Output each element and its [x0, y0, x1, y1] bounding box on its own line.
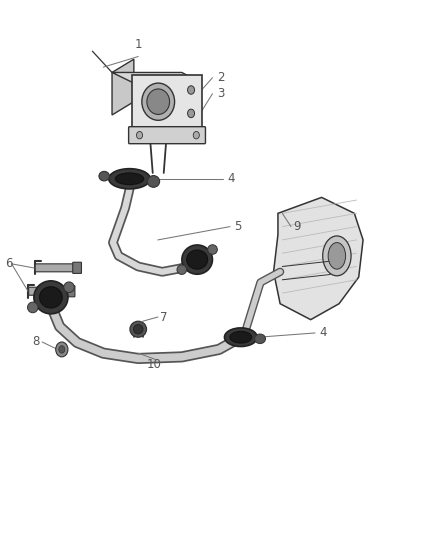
FancyBboxPatch shape [73, 262, 81, 273]
Ellipse shape [28, 302, 38, 313]
Ellipse shape [148, 175, 159, 187]
Ellipse shape [224, 328, 257, 346]
Text: 7: 7 [160, 311, 168, 324]
Text: 3: 3 [217, 87, 224, 100]
Circle shape [137, 132, 143, 139]
Polygon shape [132, 75, 201, 128]
Text: 10: 10 [147, 358, 162, 372]
Ellipse shape [254, 334, 265, 344]
Ellipse shape [109, 168, 150, 189]
Ellipse shape [134, 325, 143, 334]
Circle shape [187, 109, 194, 118]
Ellipse shape [39, 287, 62, 308]
Ellipse shape [177, 265, 187, 274]
Ellipse shape [34, 281, 68, 314]
Circle shape [56, 342, 68, 357]
Text: 4: 4 [228, 172, 235, 185]
Ellipse shape [64, 282, 74, 293]
FancyBboxPatch shape [28, 287, 68, 295]
Text: 6: 6 [5, 257, 13, 270]
FancyBboxPatch shape [129, 127, 205, 144]
Text: 1: 1 [134, 38, 142, 51]
Ellipse shape [147, 89, 170, 115]
Ellipse shape [99, 171, 110, 181]
Text: 2: 2 [217, 71, 224, 84]
Ellipse shape [115, 173, 144, 184]
Ellipse shape [182, 245, 212, 274]
Ellipse shape [230, 332, 252, 343]
Polygon shape [274, 197, 363, 320]
Circle shape [187, 86, 194, 94]
Text: 9: 9 [293, 220, 301, 233]
Ellipse shape [208, 245, 217, 254]
Ellipse shape [187, 250, 208, 269]
Ellipse shape [328, 243, 346, 269]
Ellipse shape [130, 321, 147, 337]
Ellipse shape [323, 236, 351, 276]
Text: 5: 5 [234, 220, 242, 233]
Ellipse shape [142, 83, 175, 120]
Polygon shape [112, 72, 201, 83]
Circle shape [193, 132, 199, 139]
Text: 8: 8 [32, 335, 40, 349]
Polygon shape [112, 59, 134, 115]
FancyBboxPatch shape [66, 286, 75, 297]
Circle shape [59, 346, 65, 353]
FancyBboxPatch shape [35, 264, 74, 272]
Text: 4: 4 [319, 326, 327, 340]
